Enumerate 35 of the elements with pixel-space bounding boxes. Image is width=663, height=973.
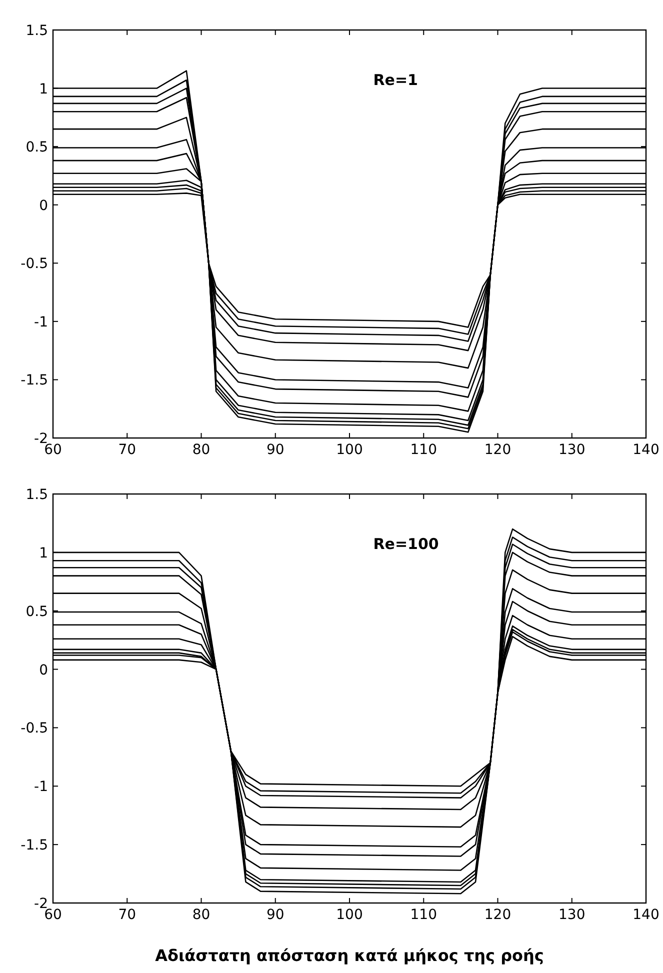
y-tick-label: -1 bbox=[34, 314, 48, 330]
y-tick-label: 1 bbox=[39, 545, 48, 562]
x-tick-label: 130 bbox=[558, 907, 586, 923]
y-tick-label: -0.5 bbox=[20, 256, 48, 272]
annotation: Re=1 bbox=[373, 71, 418, 89]
x-tick-label: 110 bbox=[410, 442, 437, 458]
x-tick-label: 120 bbox=[484, 442, 512, 458]
x-tick-label: 70 bbox=[118, 442, 136, 458]
y-tick-label: -1.5 bbox=[20, 372, 48, 389]
x-tick-label: 140 bbox=[632, 907, 660, 923]
x-tick-label: 90 bbox=[266, 442, 284, 458]
x-tick-label: 60 bbox=[44, 442, 62, 458]
y-tick-label: -0.5 bbox=[20, 720, 48, 737]
x-tick-label: 90 bbox=[266, 907, 284, 923]
x-tick-label: 60 bbox=[44, 907, 62, 923]
y-tick-label: 0 bbox=[39, 662, 48, 678]
x-tick-label: 100 bbox=[336, 442, 363, 458]
y-tick-label: 0.5 bbox=[26, 604, 48, 620]
x-tick-label: 140 bbox=[632, 442, 660, 458]
x-tick-label: 70 bbox=[118, 907, 136, 923]
x-tick-label: 110 bbox=[410, 907, 437, 923]
annotation: Re=100 bbox=[373, 535, 439, 553]
y-tick-label: -1.5 bbox=[20, 838, 48, 854]
x-tick-label: 120 bbox=[484, 907, 512, 923]
y-tick-label: 0.5 bbox=[26, 140, 48, 156]
y-tick-label: 0 bbox=[39, 198, 48, 214]
x-tick-label: 100 bbox=[336, 907, 363, 923]
x-tick-label: 80 bbox=[192, 442, 210, 458]
x-tick-label: 130 bbox=[558, 442, 586, 458]
y-tick-label: 1.5 bbox=[26, 23, 48, 39]
x-axis-title: Αδιάστατη απόσταση κατά μήκος της ροής bbox=[155, 946, 544, 965]
y-tick-label: 1 bbox=[39, 81, 48, 98]
x-tick-label: 80 bbox=[192, 907, 210, 923]
y-tick-label: -1 bbox=[34, 779, 48, 796]
y-tick-label: 1.5 bbox=[26, 487, 48, 503]
